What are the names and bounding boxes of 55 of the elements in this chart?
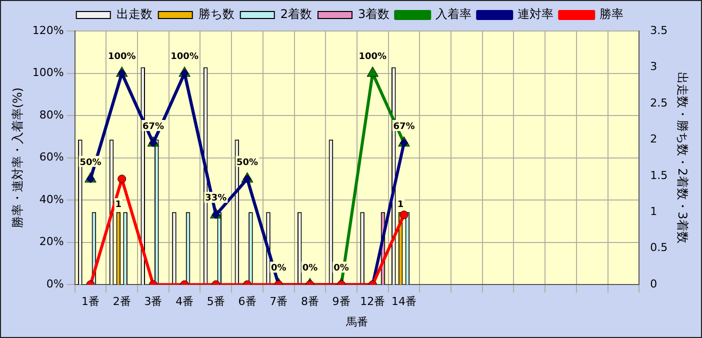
legend-label: 3着数 (358, 7, 390, 22)
data-label: 0% (270, 263, 286, 274)
x-tick-label: 3番 (144, 295, 162, 308)
data-label: 100% (108, 52, 136, 62)
y-tick-label: 20% (39, 235, 64, 248)
data-label: 100% (358, 52, 387, 62)
data-label: 50% (236, 158, 258, 168)
x-tick-label: 5番 (206, 295, 225, 308)
y-axis-title: 勝率・連対率・入着率(%) (10, 87, 24, 228)
legend-label: 勝率 (600, 7, 624, 22)
y-tick-label: 120% (32, 24, 64, 37)
data-label: 0% (302, 263, 318, 274)
y2-tick-label: 1.5 (650, 168, 668, 182)
y-tick-label: 100% (32, 66, 64, 80)
y2-tick-label: 3.5 (650, 24, 668, 37)
data-label: 67% (393, 122, 415, 132)
y-tick-label: 60% (39, 150, 64, 164)
y2-tick-label: 2 (650, 132, 658, 146)
point (118, 174, 126, 184)
x-tick-label: 2番 (112, 295, 131, 308)
data-label: 67% (142, 122, 164, 132)
legend-label: 2着数 (280, 7, 312, 22)
x-tick-label: 8番 (300, 295, 319, 308)
point (366, 66, 379, 77)
y-tick-label: 0% (46, 277, 64, 290)
x-tick-label: 1番 (82, 295, 100, 308)
data-label: 33% (205, 194, 227, 204)
legend-label: 勝ち数 (198, 7, 234, 22)
point (180, 69, 189, 78)
x-tick-label: 9番 (332, 295, 350, 308)
x-tick-label: 7番 (270, 295, 288, 308)
x-tick-label: 6番 (238, 295, 256, 308)
data-label: 50% (80, 158, 102, 168)
y2-tick-label: 0.5 (650, 241, 668, 254)
legend-label: 出走数 (116, 7, 152, 22)
x-tick-label: 12番 (360, 295, 386, 308)
point (118, 69, 126, 78)
y-tick-label: 80% (39, 108, 64, 122)
y2-tick-label: 0 (650, 277, 658, 290)
data-label: 1 (115, 200, 122, 210)
y-tick-label: 40% (39, 192, 64, 206)
y2-axis-title: 出走数・勝ち数・2着数・3着数 (676, 72, 690, 244)
point (400, 138, 408, 148)
y2-tick-label: 2.5 (650, 96, 668, 110)
point (86, 174, 95, 184)
x-axis-title: 馬番 (344, 315, 368, 328)
y2-tick-label: 3 (650, 60, 658, 74)
legend-label: 入着率 (436, 7, 472, 22)
x-tick-label: 14番 (392, 295, 416, 308)
data-label: 1 (397, 200, 404, 210)
data-label: 100% (170, 52, 198, 62)
y2-tick-label: 1 (650, 205, 658, 218)
x-tick-label: 4番 (176, 295, 194, 308)
legend-label: 連対率 (518, 7, 554, 22)
data-label: 0% (334, 263, 349, 274)
